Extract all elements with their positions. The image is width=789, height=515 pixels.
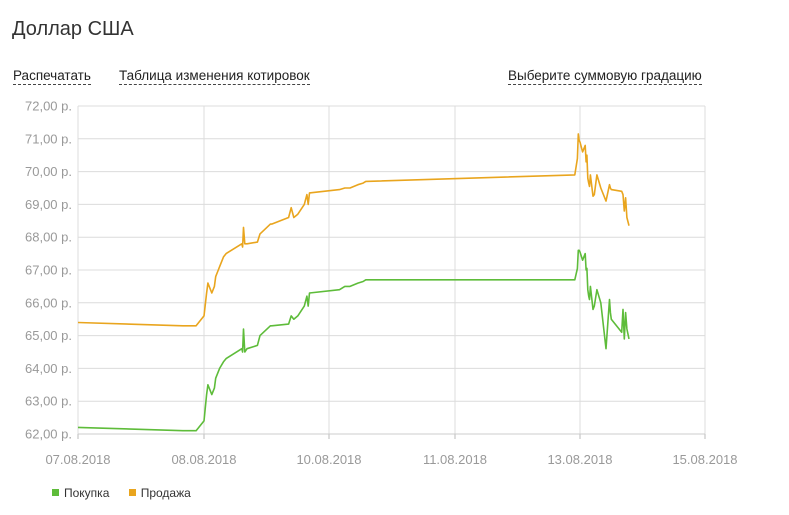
y-tick-label: 66,00 р.: [25, 295, 72, 310]
x-tick-label: 10.08.2018: [296, 452, 361, 467]
series: [77, 133, 630, 432]
page-title: Доллар США: [12, 18, 134, 40]
x-axis: 07.08.2018 08.08.2018 10.08.2018 11.08.2018…: [45, 452, 737, 467]
y-tick-label: 63,00 р.: [25, 394, 72, 409]
series-line-buy[interactable]: [77, 249, 630, 432]
y-tick-label: 67,00 р.: [25, 263, 72, 278]
legend-swatch-sell: [128, 489, 136, 496]
legend-swatch-buy: [52, 489, 59, 496]
y-tick-label: 71,00 р.: [25, 131, 72, 146]
x-tick-label: 07.08.2018: [45, 452, 110, 467]
y-tick-label: 68,00 р.: [25, 230, 72, 245]
y-tick-label: 70,00 р.: [25, 164, 72, 179]
grid: [77, 105, 706, 439]
y-axis: 62,00 р. 63,00 р. 64,00 р. 65,00 р. 66,00 р.…: [25, 99, 72, 442]
legend-item-sell[interactable]: Продажа: [128, 486, 191, 500]
legend-label-sell: Продажа: [140, 486, 191, 500]
quotes-table-link[interactable]: Таблица изменения котировок: [119, 68, 310, 85]
print-link[interactable]: Распечатать: [13, 68, 91, 85]
y-tick-label: 62,00 р.: [25, 427, 72, 442]
y-tick-label: 65,00 р.: [25, 328, 72, 343]
y-tick-label: 72,00 р.: [25, 99, 72, 114]
x-tick-label: 08.08.2018: [171, 452, 236, 467]
x-tick-label: 11.08.2018: [423, 452, 487, 467]
action-links: Распечатать Таблица изменения котировок …: [13, 68, 713, 88]
x-tick-label: 13.08.2018: [547, 452, 612, 467]
legend-label-buy: Покупка: [64, 486, 110, 500]
series-line-sell[interactable]: [77, 133, 630, 327]
legend-item-buy[interactable]: Покупка: [52, 486, 109, 500]
y-tick-label: 69,00 р.: [25, 197, 72, 212]
amount-scale-link[interactable]: Выберите суммовую градацию: [508, 68, 702, 85]
y-tick-label: 64,00 р.: [25, 361, 72, 376]
x-tick-label: 15.08.2018: [672, 452, 737, 467]
legend: Покупка Продажа: [52, 486, 207, 500]
